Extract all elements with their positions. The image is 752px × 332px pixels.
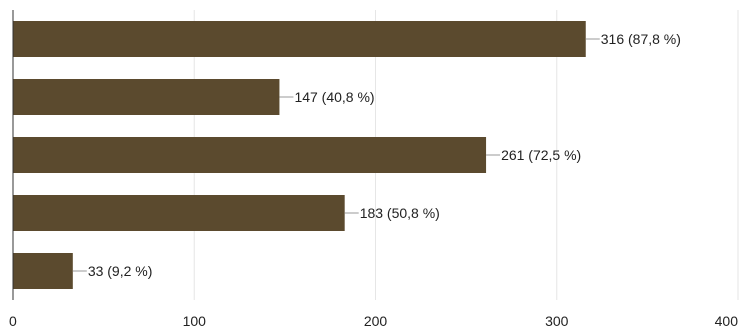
data-label-1: 316 (87,8 %): [601, 31, 681, 47]
x-tick-label: 300: [545, 313, 569, 329]
data-label-2: 147 (40,8 %): [294, 89, 374, 105]
bars: [13, 21, 586, 289]
data-label-4: 183 (50,8 %): [360, 205, 440, 221]
data-label-5: 33 (9,2 %): [88, 263, 153, 279]
bar-1: [13, 21, 586, 57]
bar-3: [13, 137, 487, 173]
x-tick-label: 0: [9, 313, 17, 329]
bar-2: [13, 79, 280, 115]
x-tick-label: 100: [183, 313, 207, 329]
data-labels: 316 (87,8 %) 147 (40,8 %) 261 (72,5 %) 183 …: [88, 31, 681, 279]
x-tick-label: 200: [364, 313, 388, 329]
data-label-3: 261 (72,5 %): [501, 147, 581, 163]
label-leaders: [72, 38, 600, 272]
x-axis-ticks: 0 100 200 300 400: [9, 313, 738, 329]
bar-5: [13, 253, 73, 289]
x-tick-label: 400: [715, 313, 739, 329]
bar-4: [13, 195, 345, 231]
